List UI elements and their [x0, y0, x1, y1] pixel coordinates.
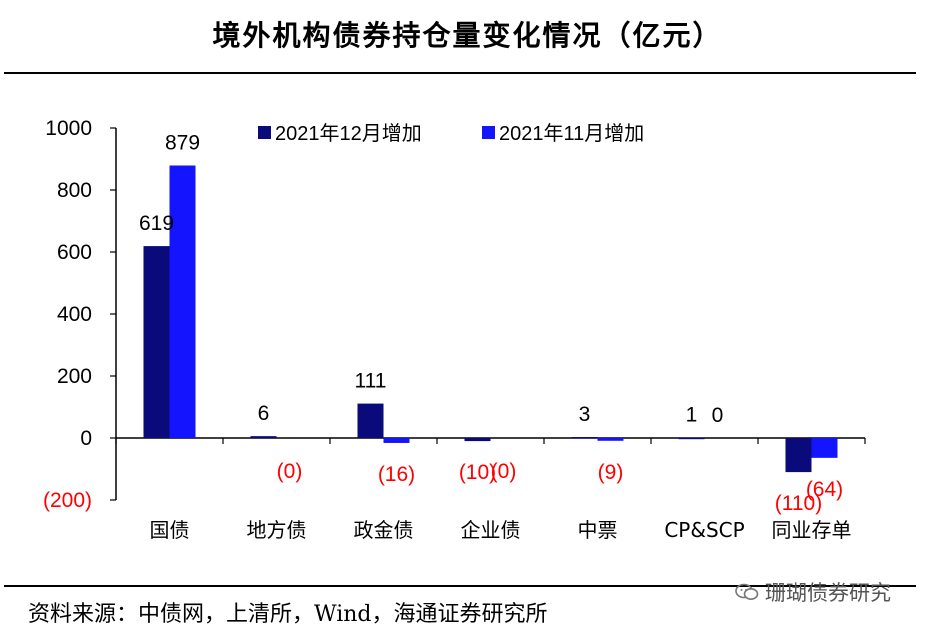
y-tick-label: 1000 [45, 117, 92, 140]
watermark: 珊瑚债券研究 [735, 577, 891, 607]
bar [678, 437, 705, 440]
data-label: 879 [165, 132, 200, 155]
x-category-label: 同业存单 [772, 518, 852, 542]
data-label: (64) [806, 478, 843, 501]
chat-bubbles-icon [735, 583, 759, 600]
y-tick-label: 600 [57, 241, 92, 264]
bar [571, 437, 598, 439]
bar [597, 438, 624, 441]
bar [250, 436, 277, 438]
bar [357, 403, 384, 438]
legend-label: 2021年12月增加 [275, 122, 422, 145]
title-divider [4, 72, 916, 74]
y-tick-label: 0 [80, 427, 92, 450]
data-label: 6 [258, 402, 270, 425]
x-category-label: 国债 [150, 518, 190, 542]
data-label: 619 [139, 212, 174, 235]
bar [464, 438, 491, 442]
legend-label: 2021年11月增加 [499, 122, 644, 145]
bar [143, 246, 170, 438]
y-tick-label: 800 [57, 179, 92, 202]
data-label: (0) [277, 460, 303, 483]
legend-swatch [482, 126, 495, 139]
x-category-label: 中票 [578, 518, 618, 542]
bar [383, 438, 410, 443]
data-label: (0) [491, 460, 517, 483]
x-category-label: 政金债 [354, 518, 414, 542]
y-tick-label: (200) [43, 489, 92, 512]
data-label: 3 [579, 403, 591, 426]
bar [785, 438, 812, 473]
legend-swatch [258, 126, 271, 139]
x-category-label: 企业债 [461, 518, 521, 542]
y-tick-label: 400 [57, 303, 92, 326]
x-category-label: CP&SCP [664, 518, 744, 542]
footer-divider [4, 585, 916, 587]
watermark-text: 珊瑚债券研究 [765, 581, 891, 605]
chart-title: 境外机构债券持仓量变化情况（亿元） [212, 19, 723, 52]
y-tick-label: 200 [57, 365, 92, 388]
data-label: (16) [378, 463, 415, 486]
data-label: (110) [775, 492, 822, 515]
data-label: 1 [686, 404, 698, 427]
bar [169, 165, 196, 438]
data-label: 0 [712, 404, 724, 427]
source-note: 资料来源：中债网，上清所，Wind，海通证券研究所 [28, 602, 548, 627]
data-label: (9) [598, 461, 624, 484]
x-category-label: 地方债 [247, 518, 307, 542]
data-label: 111 [355, 370, 387, 393]
bar [811, 438, 838, 458]
data-label: (10) [459, 461, 496, 484]
